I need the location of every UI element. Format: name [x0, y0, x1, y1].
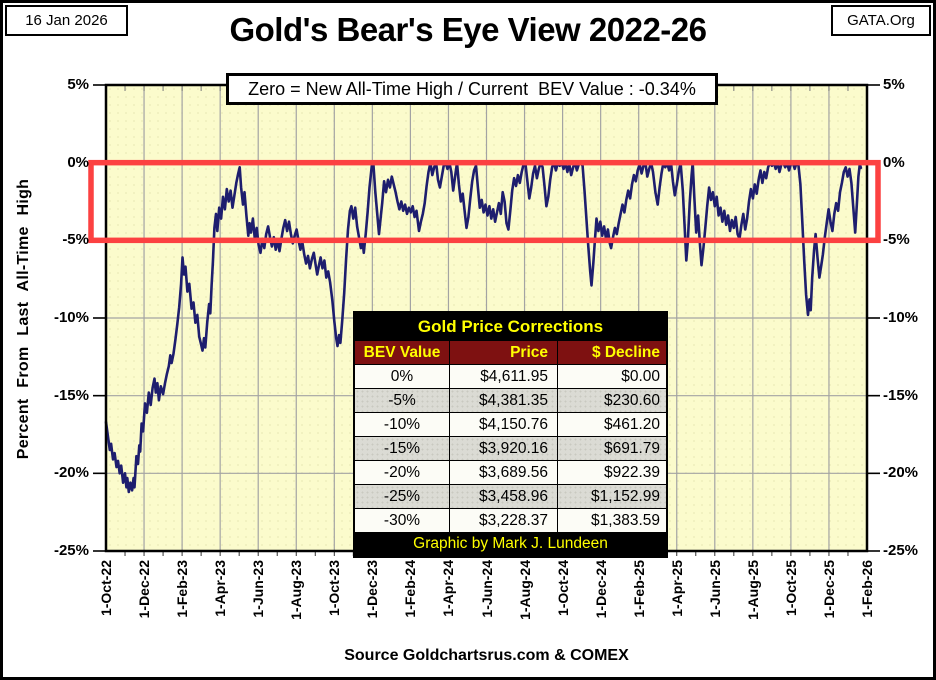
- table-row: -30% $3,228.37 $1,383.59: [355, 508, 666, 532]
- x-axis-label: 1-Feb-26: [859, 560, 875, 618]
- date-text: 16 Jan 2026: [25, 12, 108, 29]
- x-axis-label: 1-Dec-24: [592, 560, 609, 619]
- table-row-cell: $3,458.96: [449, 484, 557, 508]
- x-axis-label: 1-Aug-24: [516, 560, 533, 620]
- table-credit: Graphic by Mark J. Lundeen: [355, 532, 666, 556]
- x-axis-label: 1-Apr-23: [212, 560, 229, 617]
- table-header-row-cell: BEV Value: [355, 340, 449, 364]
- chart-subtitle-box: Zero = New All-Time High / Current BEV V…: [226, 73, 718, 105]
- table-row-cell: $1,383.59: [557, 508, 666, 532]
- y-axis-label-left: -25%: [53, 542, 89, 559]
- table-row: 0% $4,611.95 $0.00: [355, 364, 666, 388]
- source-credit: Source Goldchartsrus.com & COMEX: [344, 647, 629, 664]
- table-row: -5% $4,381.35 $230.60: [355, 388, 666, 412]
- y-axis-label-right: -20%: [883, 464, 919, 482]
- table-row-cell: -30%: [355, 508, 449, 532]
- page-title: Gold's Bear's Eye View 2022-26: [229, 11, 707, 48]
- x-axis-label: 1-Jun-24: [478, 560, 495, 618]
- table-header-row: BEV Value Price $ Decline: [355, 340, 666, 364]
- table-row: -25% $3,458.96 $1,152.99: [355, 484, 666, 508]
- x-axis-label: 1-Aug-25: [744, 560, 761, 620]
- x-axis-label: 1-Feb-23: [174, 560, 191, 618]
- table-row-cell: $922.39: [557, 460, 666, 484]
- y-axis-label-left: 0%: [67, 153, 89, 171]
- highlight-band-0-to-minus5: [88, 159, 881, 244]
- y-axis-label-left: -10%: [53, 309, 89, 326]
- gold-price-corrections-table: Gold Price Corrections BEV Value Price $ D…: [353, 311, 668, 558]
- table-row-cell: -15%: [355, 436, 449, 460]
- x-axis-label: 1-Feb-24: [402, 560, 419, 618]
- x-axis-label: 1-Oct-22: [98, 560, 114, 617]
- table-row-cell: $691.79: [557, 436, 666, 460]
- table-row-cell: -20%: [355, 460, 449, 484]
- table-row-cell: $4,381.35: [449, 388, 557, 412]
- table-row-cell: $3,228.37: [449, 508, 557, 532]
- y-axis-label-right: -5%: [883, 231, 910, 249]
- date-box: 16 Jan 2026: [5, 5, 128, 36]
- x-axis-label: 1-Feb-25: [630, 560, 647, 618]
- table-row-cell: 0%: [355, 364, 449, 388]
- x-axis-label: 1-Jun-25: [706, 560, 723, 618]
- x-axis-label: 1-Apr-24: [440, 560, 457, 617]
- table-row-cell: -5%: [355, 388, 449, 412]
- table-row-cell: $0.00: [557, 364, 666, 388]
- y-axis-label-right: -15%: [883, 386, 919, 404]
- table-row: -20% $3,689.56 $922.39: [355, 460, 666, 484]
- y-axis-label-right: -10%: [883, 309, 919, 326]
- org-text: GATA.Org: [847, 12, 915, 29]
- x-axis-label: 1-Oct-25: [782, 560, 799, 617]
- table-row-cell: -10%: [355, 412, 449, 436]
- x-axis-label: 1-Dec-25: [820, 560, 837, 619]
- table-row-cell: $230.60: [557, 388, 666, 412]
- x-axis-label: 1-Dec-23: [364, 560, 381, 619]
- table-body: BEV Value Price $ Decline 0% $4,611.95 $0.00-…: [355, 340, 666, 532]
- table-row-cell: $3,689.56: [449, 460, 557, 484]
- y-axis-label-left: -20%: [53, 464, 89, 482]
- org-box: GATA.Org: [831, 5, 931, 36]
- table-row-cell: $4,611.95: [449, 364, 557, 388]
- table-title: Gold Price Corrections: [355, 313, 666, 340]
- table-row-cell: $461.20: [557, 412, 666, 436]
- y-axis-label-left: -5%: [62, 231, 89, 249]
- table-header-row-cell: Price: [449, 340, 557, 364]
- x-axis-label: 1-Oct-23: [326, 560, 343, 617]
- x-axis-label: 1-Jun-23: [250, 560, 267, 618]
- x-axis-label: 1-Oct-24: [554, 560, 571, 617]
- table-row-cell: $4,150.76: [449, 412, 557, 436]
- x-axis-label: 1-Apr-25: [668, 560, 685, 617]
- table-header-row-cell: $ Decline: [557, 340, 666, 364]
- table-row-cell: -25%: [355, 484, 449, 508]
- y-axis-label-right: 0%: [883, 153, 905, 171]
- x-axis-label: 1-Aug-23: [288, 560, 305, 620]
- y-axis-label-right: 5%: [883, 76, 905, 93]
- y-axis-label-left: 5%: [67, 76, 89, 93]
- table-row-cell: $3,920.16: [449, 436, 557, 460]
- bev-data-line: [104, 161, 863, 494]
- table-row: -10% $4,150.76 $461.20: [355, 412, 666, 436]
- y-axis-label-right: -25%: [883, 542, 919, 559]
- y-axis-label-left: -15%: [53, 386, 89, 404]
- table-row-cell: $1,152.99: [557, 484, 666, 508]
- table-row: -15% $3,920.16 $691.79: [355, 436, 666, 460]
- x-axis-label: 1-Dec-22: [136, 560, 153, 619]
